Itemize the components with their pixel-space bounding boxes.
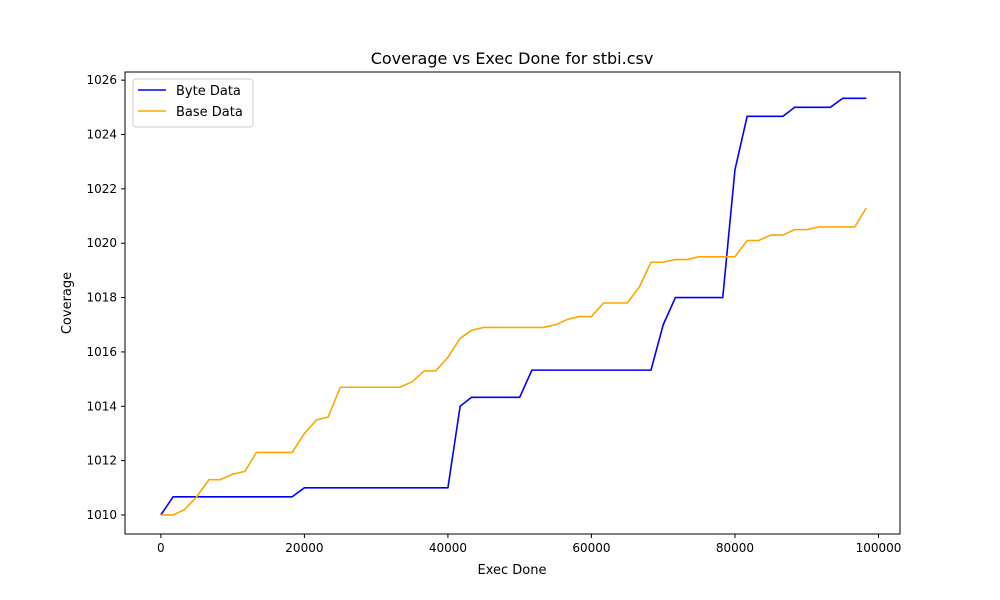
x-tick-label: 20000 <box>285 541 323 555</box>
y-tick-label: 1024 <box>86 128 117 142</box>
chart-title: Coverage vs Exec Done for stbi.csv <box>371 49 654 68</box>
plot-area <box>160 97 867 516</box>
y-tick-label: 1014 <box>86 399 117 413</box>
x-tick-label: 60000 <box>572 541 610 555</box>
legend-box <box>132 78 254 128</box>
y-tick-label: 1020 <box>86 236 117 250</box>
x-axis-label: Exec Done <box>478 563 547 578</box>
x-tick-label: 80000 <box>716 541 754 555</box>
x-tick-label: 100000 <box>856 541 902 555</box>
legend-label: Byte Data <box>176 84 241 99</box>
legend-label: Base Data <box>176 105 243 120</box>
axis-ticks: 0 20000 40000 60000 80000 100000 1010 1012 1014 1… <box>86 73 901 555</box>
series-line-byte-data <box>160 97 867 516</box>
y-tick-label: 1016 <box>86 345 117 359</box>
y-tick-label: 1012 <box>86 454 117 468</box>
x-tick-label: 0 <box>157 541 165 555</box>
y-tick-label: 1010 <box>86 508 117 522</box>
y-tick-label: 1022 <box>86 182 117 196</box>
y-tick-label: 1018 <box>86 291 117 305</box>
series-line-base-data <box>160 207 867 516</box>
axes-frame <box>124 71 901 535</box>
y-tick-label: 1026 <box>86 73 117 87</box>
legend: Byte Data Base Data <box>132 78 254 128</box>
y-axis-label: Coverage <box>60 272 75 334</box>
x-tick-label: 40000 <box>429 541 467 555</box>
